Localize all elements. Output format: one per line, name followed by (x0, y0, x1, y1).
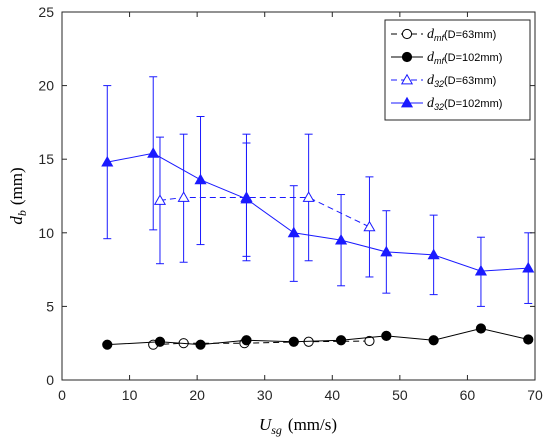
x-tick-label: 30 (257, 387, 273, 403)
series-1-point (154, 336, 166, 347)
series-3 (101, 76, 535, 307)
series-1-point (288, 336, 299, 347)
series-3-point (427, 248, 440, 260)
series-2-point (177, 191, 190, 202)
series-3-point (335, 233, 348, 245)
y-tick-label: 25 (38, 4, 54, 20)
series-3-point (101, 155, 114, 167)
y-tick-label: 15 (38, 151, 54, 167)
series-3-point (194, 173, 207, 185)
axes-box (61, 11, 536, 381)
x-axis-title: Usg (mm/s) (259, 415, 337, 437)
series-layer (101, 76, 535, 350)
y-tick-label: 10 (38, 225, 54, 241)
y-tick-label: 20 (38, 78, 54, 94)
x-tick-label: 70 (527, 387, 543, 403)
series-1-line (107, 327, 529, 346)
series-2-point (153, 194, 167, 205)
legend-label-0: dmf(D=63mm) (427, 27, 496, 43)
series-1-point (195, 339, 206, 350)
x-tick-label: 0 (58, 387, 66, 403)
series-1 (102, 323, 534, 350)
series-3-point (147, 147, 160, 158)
legend-marker-3 (400, 96, 414, 108)
series-1-point (381, 330, 392, 341)
x-tick-label: 60 (460, 387, 476, 403)
series-1-point (335, 335, 347, 346)
legend-marker-2 (400, 73, 414, 85)
y-axis-title: db(mm) (7, 167, 29, 224)
legend-label-3: d32(D=102mm) (427, 96, 502, 112)
series-1-point (241, 335, 252, 346)
x-tick-label: 50 (392, 387, 408, 403)
series-3-point (474, 264, 488, 276)
series-2-line (159, 196, 370, 228)
x-tick-label: 40 (324, 387, 340, 403)
series-3-point (522, 261, 535, 273)
legend-marker-0 (401, 28, 413, 40)
series-3-line (107, 152, 529, 272)
series-1-point (102, 339, 113, 350)
series-1-point (475, 323, 487, 334)
series-3-point (380, 245, 393, 257)
series-2-point (302, 191, 315, 202)
legend: dmf(D=63mm) dmf(D=102mm) d32(D=63mm) d32(D=… (384, 19, 531, 121)
series-3-point (240, 192, 253, 204)
x-tick-label: 20 (189, 387, 205, 403)
x-tick-label: 10 (122, 387, 138, 403)
series-1-point (523, 334, 534, 345)
series-2-point (363, 220, 376, 232)
series-0-point (364, 335, 375, 347)
axes-layer: 0 10 20 30 40 50 60 70 0 5 10 15 20 25 (38, 4, 543, 403)
y-tick-label: 0 (46, 372, 54, 388)
y-tick-label: 5 (46, 298, 54, 314)
legend-marker-1 (401, 51, 413, 63)
series-1-point (428, 335, 439, 346)
series-3-point (287, 226, 300, 238)
legend-label-2: d32(D=63mm) (427, 73, 496, 89)
legend-label-1: dmf(D=102mm) (427, 50, 502, 66)
